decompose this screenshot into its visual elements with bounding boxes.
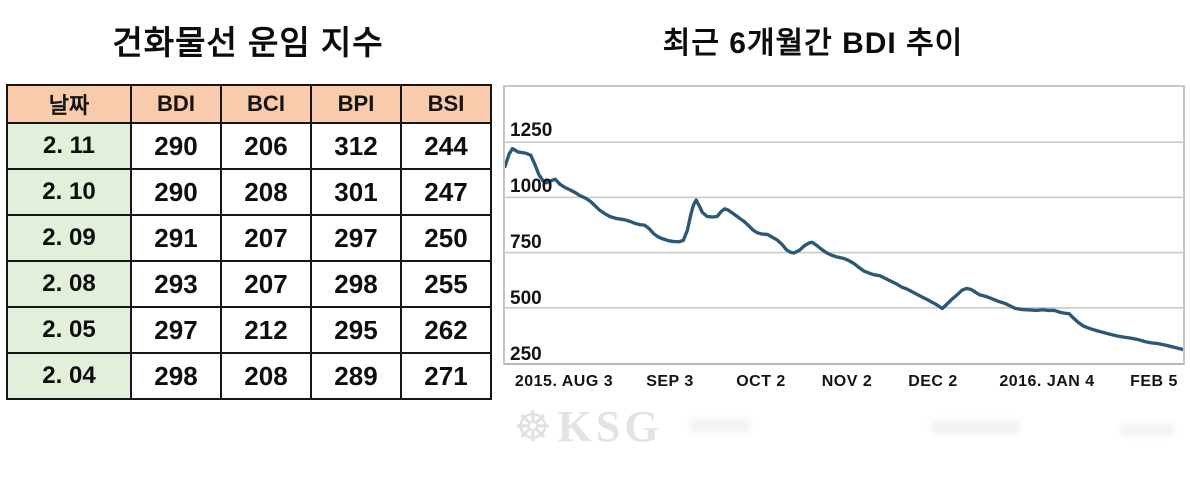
bsi-cell: 271 [400,352,492,400]
bsi-cell: 262 [400,306,492,354]
x-axis-label: OCT 2 [736,373,786,390]
bci-cell: 208 [220,168,312,216]
bci-cell: 207 [220,214,312,262]
date-cell: 2. 09 [6,214,132,262]
col-header-bci: BCI [220,84,312,124]
x-axis-label: NOV 2 [821,373,873,390]
bci-cell: 208 [220,352,312,400]
freight-index-table: 날짜 BDI BCI BPI BSI 2. 11 290 206 312 244… [6,84,492,400]
bpi-cell: 298 [310,260,402,308]
bci-cell: 212 [220,306,312,354]
bdi-line-chart: 1250 1000 750 500 250 [503,85,1185,365]
bci-cell: 207 [220,260,312,308]
bci-cell: 206 [220,122,312,170]
bsi-cell: 244 [400,122,492,170]
table-row: 2. 08 293 207 298 255 [6,260,492,308]
bpi-cell: 312 [310,122,402,170]
y-axis-label: 250 [510,344,542,365]
bdi-series-line [505,146,1183,352]
watermark-text: KSG [557,402,663,451]
table-row: 2. 10 290 208 301 247 [6,168,492,216]
date-cell: 2. 05 [6,306,132,354]
table-title: 건화물선 운임 지수 [112,24,384,61]
y-axis-label: 500 [510,288,542,309]
bdi-cell: 290 [130,122,222,170]
ship-wheel-icon: ☸ [514,403,552,450]
bdi-cell: 290 [130,168,222,216]
line-chart-canvas [505,141,1183,352]
col-header-bpi: BPI [310,84,402,124]
y-axis-label: 750 [510,232,542,253]
date-cell: 2. 04 [6,352,132,400]
date-cell: 2. 08 [6,260,132,308]
bsi-cell: 255 [400,260,492,308]
bpi-cell: 297 [310,214,402,262]
bsi-cell: 247 [400,168,492,216]
bdi-cell: 291 [130,214,222,262]
chart-title: 최근 6개월간 BDI 추이 [662,27,964,60]
bdi-cell: 293 [130,260,222,308]
y-axis-label: 1250 [510,120,553,141]
table-row: 2. 05 297 212 295 262 [6,306,492,354]
bpi-cell: 295 [310,306,402,354]
x-axis-labels: 2015. AUG 3 SEP 3 OCT 2 NOV 2 DEC 2 2016… [503,373,1185,395]
bpi-cell: 301 [310,168,402,216]
table-row: 2. 11 290 206 312 244 [6,122,492,170]
gridlines [505,141,1183,309]
col-header-bdi: BDI [130,84,222,124]
bsi-cell: 250 [400,214,492,262]
table-row: 2. 04 298 208 289 271 [6,352,492,400]
scan-smudge [930,420,1020,434]
scan-smudge [1120,424,1175,436]
col-header-bsi: BSI [400,84,492,124]
date-cell: 2. 11 [6,122,132,170]
scan-smudge [690,418,750,432]
x-axis-label: FEB 5 [1130,373,1178,390]
y-axis-label: 1000 [510,176,553,197]
x-axis-label: 2015. AUG 3 [514,373,614,390]
table-row: 2. 09 291 207 297 250 [6,214,492,262]
x-axis-label: 2016. JAN 4 [999,373,1095,390]
date-cell: 2. 10 [6,168,132,216]
table-header-row: 날짜 BDI BCI BPI BSI [6,84,492,124]
bdi-cell: 298 [130,352,222,400]
bdi-cell: 297 [130,306,222,354]
ksg-watermark: ☸ KSG [514,404,663,450]
bpi-cell: 289 [310,352,402,400]
col-header-date: 날짜 [6,84,132,124]
x-axis-label: DEC 2 [908,373,958,390]
x-axis-label: SEP 3 [646,373,694,390]
